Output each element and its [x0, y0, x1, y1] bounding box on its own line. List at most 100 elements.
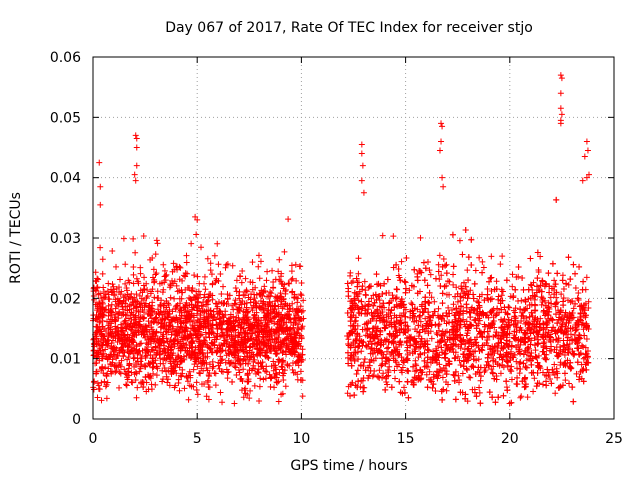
data-point: [392, 376, 398, 382]
data-point: [264, 269, 270, 275]
data-point: [130, 264, 136, 270]
data-point: [494, 278, 500, 284]
data-point: [383, 290, 389, 296]
data-point: [421, 358, 427, 364]
data-point: [425, 282, 431, 288]
data-point: [463, 301, 469, 307]
data-point: [522, 384, 528, 390]
data-point: [95, 395, 101, 401]
data-point: [134, 395, 140, 401]
data-point: [191, 318, 197, 324]
data-point: [569, 298, 575, 304]
data-point: [361, 359, 367, 365]
data-point: [560, 277, 566, 283]
data-point: [137, 265, 143, 271]
data-point: [404, 368, 410, 374]
data-point: [97, 386, 103, 392]
data-point: [518, 298, 524, 304]
data-point: [530, 389, 536, 395]
data-point: [191, 272, 197, 278]
data-point: [535, 337, 541, 343]
data-point: [441, 256, 447, 262]
data-point: [562, 370, 568, 376]
data-point: [402, 279, 408, 285]
data-point: [257, 384, 263, 390]
data-point: [517, 366, 523, 372]
data-point: [405, 395, 411, 401]
data-point: [257, 275, 263, 281]
data-point: [198, 244, 204, 250]
data-point: [475, 299, 481, 305]
data-point: [389, 384, 395, 390]
data-point: [209, 271, 215, 277]
data-point: [467, 375, 473, 381]
data-point: [158, 302, 164, 308]
data-point: [478, 373, 484, 379]
data-point: [355, 344, 361, 350]
data-point: [206, 373, 212, 379]
data-point: [510, 271, 516, 277]
data-point: [517, 370, 523, 376]
data-point: [425, 259, 431, 265]
data-point: [289, 262, 295, 268]
data-point: [386, 364, 392, 370]
data-point: [499, 253, 505, 259]
data-point: [105, 280, 111, 286]
data-point: [171, 296, 177, 302]
data-point: [457, 238, 463, 244]
data-point: [205, 384, 211, 390]
data-point: [154, 237, 160, 243]
data-point: [514, 381, 520, 387]
data-point: [202, 274, 208, 280]
data-point: [473, 267, 479, 273]
data-point: [252, 383, 258, 389]
data-point: [503, 378, 509, 384]
data-point: [452, 372, 458, 378]
data-point: [570, 399, 576, 405]
data-point: [539, 294, 545, 300]
data-point: [453, 396, 459, 402]
data-point: [257, 375, 263, 381]
data-point: [271, 384, 277, 390]
data-point: [516, 264, 522, 270]
data-point: [380, 300, 386, 306]
data-point: [208, 267, 214, 273]
data-point: [560, 302, 566, 308]
data-point: [379, 375, 385, 381]
data-point: [498, 340, 504, 346]
data-point: [439, 397, 445, 403]
data-point: [551, 277, 557, 283]
data-point: [432, 388, 438, 394]
data-point: [488, 253, 494, 259]
data-point: [437, 283, 443, 289]
data-point: [440, 300, 446, 306]
data-point: [379, 355, 385, 361]
data-point: [433, 276, 439, 282]
data-point: [508, 368, 514, 374]
data-point: [258, 258, 264, 264]
data-point: [345, 281, 351, 287]
data-point: [134, 385, 140, 391]
data-point: [220, 284, 226, 290]
data-point: [112, 369, 118, 375]
data-point: [489, 296, 495, 302]
data-point: [197, 370, 203, 376]
data-point: [212, 253, 218, 259]
data-point: [355, 255, 361, 261]
data-point: [543, 382, 549, 388]
data-point: [223, 262, 229, 268]
data-point: [109, 302, 115, 308]
data-point: [580, 344, 586, 350]
data-point: [261, 283, 267, 289]
data-point: [345, 310, 351, 316]
data-point: [153, 251, 159, 257]
data-point: [208, 260, 214, 266]
data-point: [380, 233, 386, 239]
data-point: [117, 276, 123, 282]
data-point: [567, 276, 573, 282]
data-point: [495, 394, 501, 400]
data-point: [155, 288, 161, 294]
data-point: [295, 377, 301, 383]
data-point: [403, 279, 409, 285]
